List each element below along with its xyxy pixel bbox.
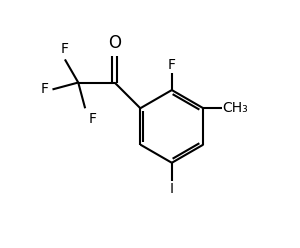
Text: F: F <box>61 42 69 56</box>
Text: F: F <box>168 58 176 72</box>
Text: F: F <box>40 82 49 96</box>
Text: I: I <box>170 182 174 196</box>
Text: CH₃: CH₃ <box>223 101 248 115</box>
Text: O: O <box>108 34 121 52</box>
Text: F: F <box>89 112 97 126</box>
